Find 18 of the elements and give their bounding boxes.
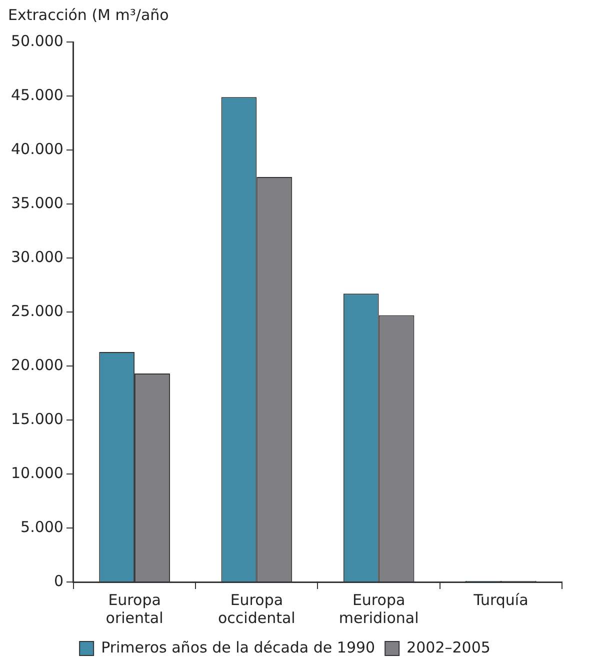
y-tick-label: 20.000 (10, 356, 64, 374)
y-tick-label: 40.000 (10, 140, 64, 158)
x-tick-label: Europa meridional (338, 590, 419, 627)
legend-label: 2002–2005 (406, 638, 490, 656)
y-tick-label: 25.000 (10, 302, 64, 320)
x-tick-label: Europa oriental (106, 590, 164, 627)
y-tick-label: 30.000 (10, 248, 64, 266)
y-tick-label: 0 (54, 572, 64, 590)
y-axis-title: Extracción (M m³/año (8, 6, 169, 24)
x-tick-label: Europa occidental (218, 590, 296, 627)
y-tick-label: 15.000 (10, 410, 64, 428)
y-tick-label: 50.000 (10, 32, 64, 50)
y-tick-label: 10.000 (10, 464, 64, 482)
y-tick-label: 45.000 (10, 86, 64, 104)
y-tick-label: 5.000 (20, 518, 64, 536)
legend-label: Primeros años de la década de 1990 (101, 638, 376, 656)
x-tick-label: Turquía (472, 590, 528, 609)
y-tick-label: 35.000 (10, 194, 64, 212)
